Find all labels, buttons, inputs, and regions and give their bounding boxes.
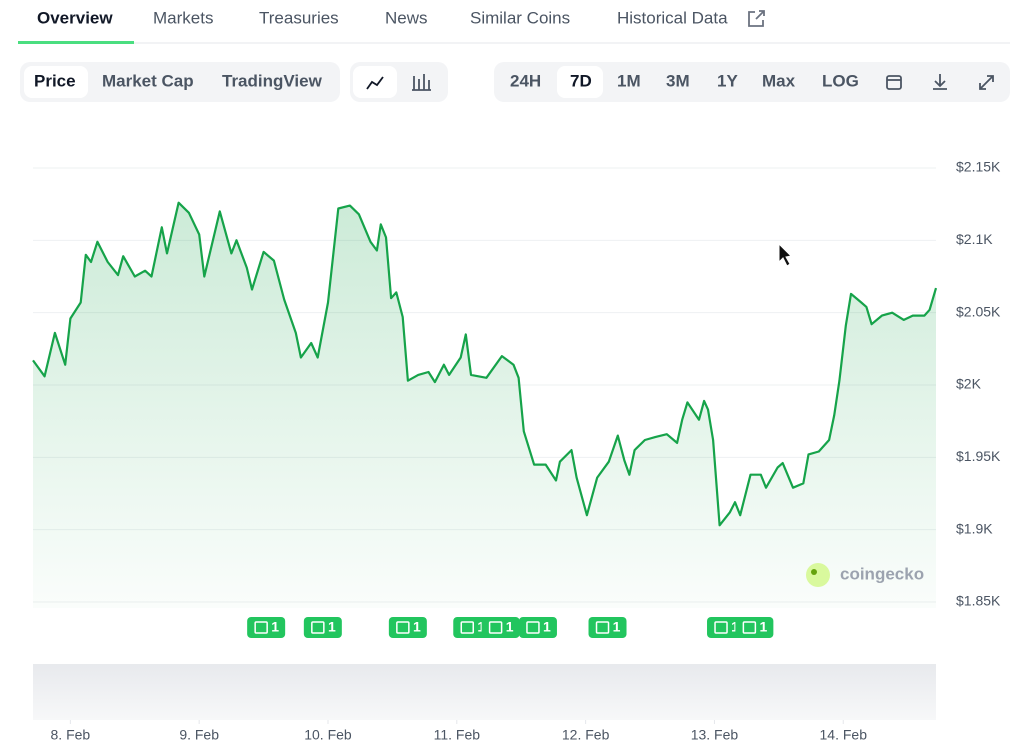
expand-icon[interactable] (979, 75, 994, 90)
range-button[interactable]: LOG (822, 71, 859, 90)
news-marker[interactable]: 1 (303, 617, 342, 638)
news-count: 1 (759, 619, 767, 635)
news-count: 1 (413, 619, 421, 635)
news-marker[interactable]: 1 (735, 617, 774, 638)
y-tick-label: $2.05K (956, 303, 1001, 319)
news-icon (714, 621, 728, 634)
news-marker[interactable]: 1 (518, 617, 557, 638)
news-badge (481, 617, 520, 638)
x-tick-label: 13. Feb (691, 727, 739, 743)
news-icon (742, 621, 757, 634)
news-marker[interactable]: 1 (388, 617, 427, 638)
news-badge (247, 617, 286, 638)
x-tick-label: 9. Feb (179, 727, 219, 743)
news-count: 1 (477, 619, 485, 635)
mouse-cursor (778, 242, 793, 267)
line-chart-icon[interactable] (366, 76, 384, 90)
news-icon (254, 621, 268, 634)
range-button[interactable]: Max (762, 71, 796, 90)
y-tick-label: $1.95K (956, 448, 1001, 464)
y-tick-label: $2.1K (956, 231, 993, 247)
range-button[interactable]: 7D (570, 71, 592, 90)
news-count: 1 (731, 619, 739, 635)
news-marker[interactable]: 1 (247, 617, 286, 638)
x-tick-label: 10. Feb (304, 727, 352, 743)
range-button[interactable]: 1Y (717, 71, 738, 90)
news-icon (396, 621, 410, 634)
news-icon (595, 621, 610, 634)
area-fill (33, 202, 936, 608)
active-pill (24, 66, 88, 98)
y-tick-label: $2K (956, 376, 982, 392)
news-count: 1 (271, 619, 279, 635)
range-button[interactable]: 1M (617, 71, 641, 90)
price-line (32, 201, 938, 527)
active-pill (557, 66, 603, 98)
calendar-icon[interactable] (886, 75, 902, 90)
x-tick-label: 8. Feb (51, 727, 91, 743)
y-tick-label: $1.85K (956, 593, 1001, 609)
news-icon (526, 621, 540, 634)
button-group (494, 62, 1010, 102)
news-badge (588, 617, 627, 638)
volume-band (33, 664, 936, 720)
news-count: 1 (506, 619, 514, 635)
tab-underline (18, 41, 134, 44)
chart-type-button[interactable]: TradingView (222, 71, 323, 90)
active-pill (353, 66, 397, 98)
news-badge (388, 617, 427, 638)
tab[interactable]: Historical Data (617, 8, 728, 27)
plot: $1.85K $1.9K $1.95K $2K $2.05K $2.1K $2.15K 8. … (32, 159, 1001, 743)
candle-chart-icon[interactable] (412, 74, 431, 91)
news-count: 1 (328, 619, 336, 635)
news-badge (518, 617, 557, 638)
tab[interactable]: Similar Coins (470, 8, 570, 27)
button-group (20, 62, 340, 102)
download-icon[interactable] (933, 74, 947, 90)
watermark-logo-eye (811, 569, 817, 575)
y-tick-label: $1.9K (956, 520, 993, 536)
chart-type-button[interactable]: Price (34, 71, 76, 90)
x-tick-label: 12. Feb (562, 727, 610, 743)
news-marker[interactable]: 1 (481, 617, 520, 638)
x-tick-label: 11. Feb (434, 727, 481, 743)
news-count: 1 (543, 619, 551, 635)
x-tick-label: 14. Feb (820, 727, 868, 743)
tab[interactable]: News (385, 8, 428, 27)
news-marker[interactable]: 1 (588, 617, 627, 638)
range-button[interactable]: 3M (666, 71, 690, 90)
range-button[interactable]: 24H (510, 71, 541, 90)
news-badge (303, 617, 342, 638)
tab[interactable]: Treasuries (259, 8, 339, 27)
chart-type-button[interactable]: Market Cap (102, 71, 194, 90)
y-tick-label: $2.15K (956, 159, 1001, 175)
news-icon (311, 621, 325, 634)
tab[interactable]: Markets (153, 8, 213, 27)
external-link-icon[interactable] (748, 10, 765, 27)
news-icon (488, 621, 503, 634)
watermark: coingecko (840, 564, 924, 583)
tab[interactable]: Overview (37, 8, 113, 27)
news-badge (735, 617, 774, 638)
watermark-logo (806, 563, 830, 587)
news-icon (460, 621, 475, 634)
news-count: 1 (613, 619, 621, 635)
